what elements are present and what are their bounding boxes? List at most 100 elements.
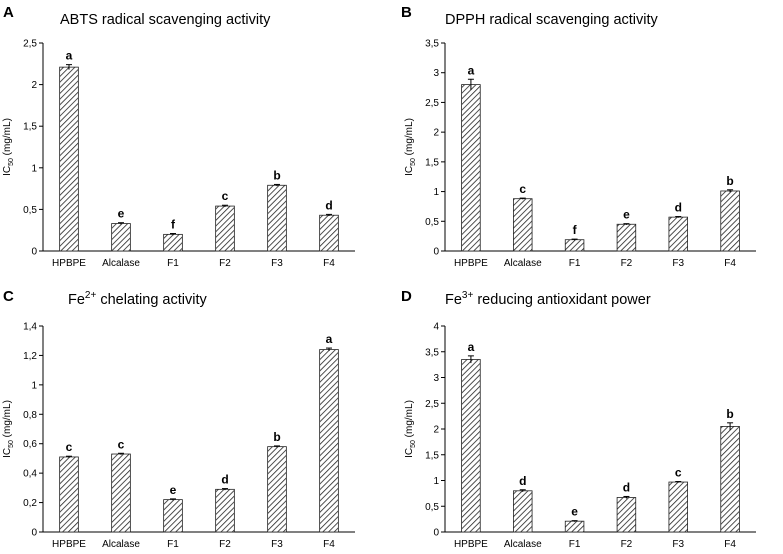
bar-f4 [720,190,740,252]
significance-letter: b [273,168,280,182]
y-tick-label: 3,5 [425,347,439,358]
bar-alcalase [513,198,533,252]
significance-letter: f [171,218,176,232]
x-tick-label: F4 [724,539,736,550]
panel-letter: B [401,4,412,21]
chart-title: Fe3+ reducing antioxidant power [445,290,651,308]
y-tick-label: 0,5 [425,502,439,513]
y-tick-label: 0,6 [23,439,37,450]
x-tick-label: F2 [621,258,633,269]
significance-letter: a [468,340,475,354]
chart-title-pre: Fe [68,292,85,308]
significance-letter: c [519,182,526,196]
significance-letter: e [170,483,177,497]
bar-f3 [267,446,287,533]
bar-f4 [319,214,339,252]
y-axis-label: IC50 (mg/mL) [404,118,417,176]
significance-letter: d [519,474,526,488]
y-axis-label-rest: (mg/mL) [404,400,415,440]
y-axis-label-main: IC [2,166,13,176]
significance-letter: d [623,480,630,494]
chart-title-post: reducing antioxidant power [473,292,651,308]
panel-a: A ABTS radical scavenging activity IC50 (m… [2,4,355,269]
bar-hpbpe [461,84,481,252]
significance-letter: d [221,473,228,487]
y-axis-label: IC50 (mg/mL) [2,400,15,458]
y-tick-label: 1,5 [425,157,439,168]
y-tick-label: 0,5 [23,205,37,216]
significance-letter: b [726,407,733,421]
y-tick-label: 2 [31,80,37,91]
x-tick-label: Alcalase [504,258,542,269]
chart-title-pre: Fe [445,292,462,308]
bar-hpbpe [59,66,79,252]
y-tick-label: 0 [433,247,439,258]
y-tick-label: 3 [433,68,439,79]
y-axis-label-main: IC [404,166,415,176]
x-tick-label: F4 [323,539,335,550]
significance-letter: a [66,49,73,63]
bar-alcalase [513,490,533,533]
y-tick-label: 0,8 [23,410,37,421]
y-tick-label: 4 [433,322,439,333]
chart-title-post: chelating activity [96,292,207,308]
bar-f1 [163,233,183,252]
bar-f4 [720,426,740,533]
x-tick-label: F1 [167,258,179,269]
bar-f2 [215,488,235,533]
significance-letter: a [326,332,333,346]
bar-f1 [163,499,183,533]
y-axis-label-main: IC [404,448,415,458]
bar-f4 [319,349,339,533]
bar-f2 [616,223,637,252]
chart-title-sup: 3+ [462,290,474,301]
y-axis-label: IC50 (mg/mL) [2,118,15,176]
x-tick-label: Alcalase [102,258,140,269]
y-tick-label: 3 [433,373,439,384]
y-tick-label: 0 [31,528,37,539]
y-tick-label: 1,5 [23,122,37,133]
significance-letter: c [118,437,125,451]
x-tick-label: HPBPE [52,539,86,550]
chart-title: Fe2+ chelating activity [68,290,207,308]
x-tick-label: F1 [569,258,581,269]
significance-letter: b [726,174,733,188]
y-axis-label-sub: 50 [8,158,15,166]
y-tick-label: 0,5 [425,217,439,228]
x-tick-label: F4 [724,258,736,269]
y-tick-label: 2 [433,425,439,436]
y-tick-label: 0 [433,528,439,539]
chart-title-pre: DPPH radical scavenging activity [445,12,659,28]
bar-f1 [564,520,585,533]
bar-hpbpe [59,456,79,533]
x-tick-label: F2 [219,258,231,269]
y-tick-label: 2,5 [23,39,37,50]
x-tick-label: F2 [219,539,231,550]
y-axis-label-sub: 50 [410,158,417,166]
y-tick-label: 2 [433,128,439,139]
chart-title: ABTS radical scavenging activity [60,12,271,28]
y-axis-label-rest: (mg/mL) [404,118,415,158]
x-tick-label: F4 [323,258,335,269]
significance-letter: e [623,208,630,222]
bar-hpbpe [461,359,481,533]
y-tick-label: 1,5 [425,450,439,461]
panel-d: D Fe3+ reducing antioxidant power IC50 (mg… [401,288,756,550]
significance-letter: d [675,201,682,215]
significance-letter: a [468,63,475,77]
x-tick-label: HPBPE [52,258,86,269]
bar-f3 [668,481,688,533]
y-tick-label: 1,2 [23,351,37,362]
significance-letter: c [66,440,73,454]
x-tick-label: HPBPE [454,539,488,550]
x-tick-label: F3 [672,258,684,269]
bar-f2 [616,497,637,533]
y-axis-label-rest: (mg/mL) [2,118,13,158]
bar-f3 [668,216,688,252]
y-axis-label-sub: 50 [8,440,15,448]
chart-title-pre: ABTS radical scavenging activity [60,12,271,28]
x-tick-label: F3 [271,258,283,269]
significance-letter: e [118,207,125,221]
significance-letter: c [222,189,229,203]
